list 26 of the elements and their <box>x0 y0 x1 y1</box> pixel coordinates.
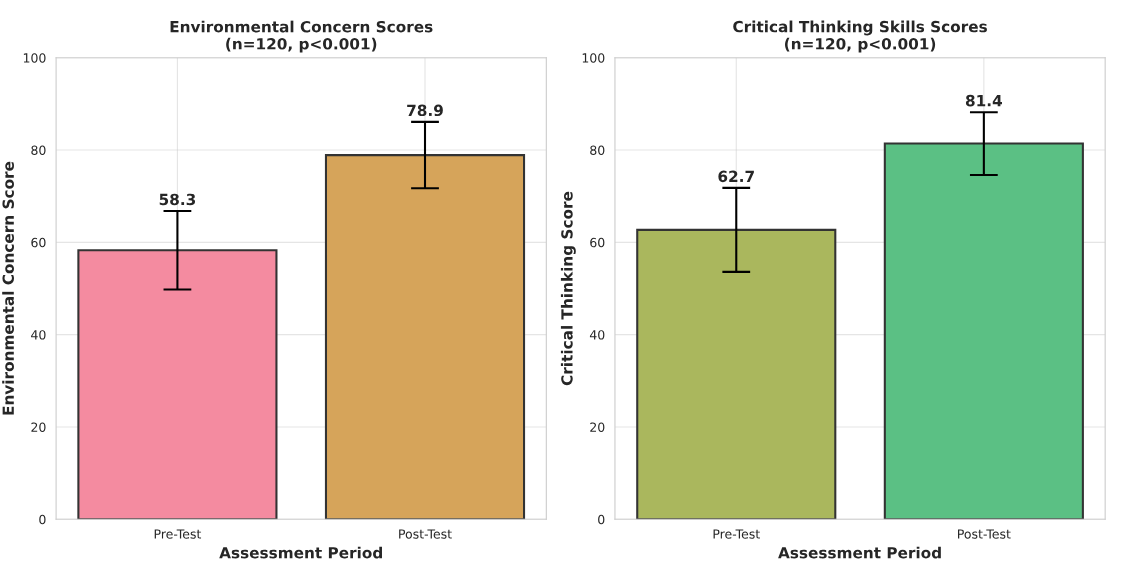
x-tick-label: Post-Test <box>399 529 452 539</box>
y-tick-label: 60 <box>31 237 46 248</box>
x-tick-label: Pre-Test <box>713 529 760 539</box>
x-tick-label: Post-Test <box>958 529 1011 539</box>
y-tick-label: 100 <box>582 53 605 63</box>
y-axis-title: Critical Thinking Score <box>560 191 576 386</box>
y-tick-label: 100 <box>23 53 46 63</box>
data-label: 81.4 <box>965 94 1002 107</box>
x-axis-title: Assessment Period <box>778 546 941 559</box>
x-tick-label: Pre-Test <box>154 529 202 539</box>
y-tick-label: 20 <box>31 422 46 432</box>
y-tick-label: 40 <box>589 330 605 340</box>
y-tick-label: 40 <box>31 330 46 340</box>
y-tick-label: 80 <box>590 145 605 155</box>
data-label: 78.9 <box>407 104 443 117</box>
y-axis-title: Environmental Concern Score <box>2 161 14 415</box>
y-tick-label: 0 <box>598 514 605 525</box>
y-tick-label: 20 <box>590 422 605 432</box>
chart-title: Environmental Concern Scores (n=120, p<0.001) <box>170 20 433 53</box>
data-label: 62.7 <box>718 170 754 183</box>
x-axis-title: Assessment Period <box>219 546 382 559</box>
data-label: 58.3 <box>159 193 196 206</box>
y-tick-label: 80 <box>31 145 46 155</box>
y-tick-label: 0 <box>39 514 46 525</box>
chart-title: Critical Thinking Skills Scores (n=120, p<0.001) <box>733 20 987 53</box>
y-tick-label: 60 <box>590 237 605 248</box>
